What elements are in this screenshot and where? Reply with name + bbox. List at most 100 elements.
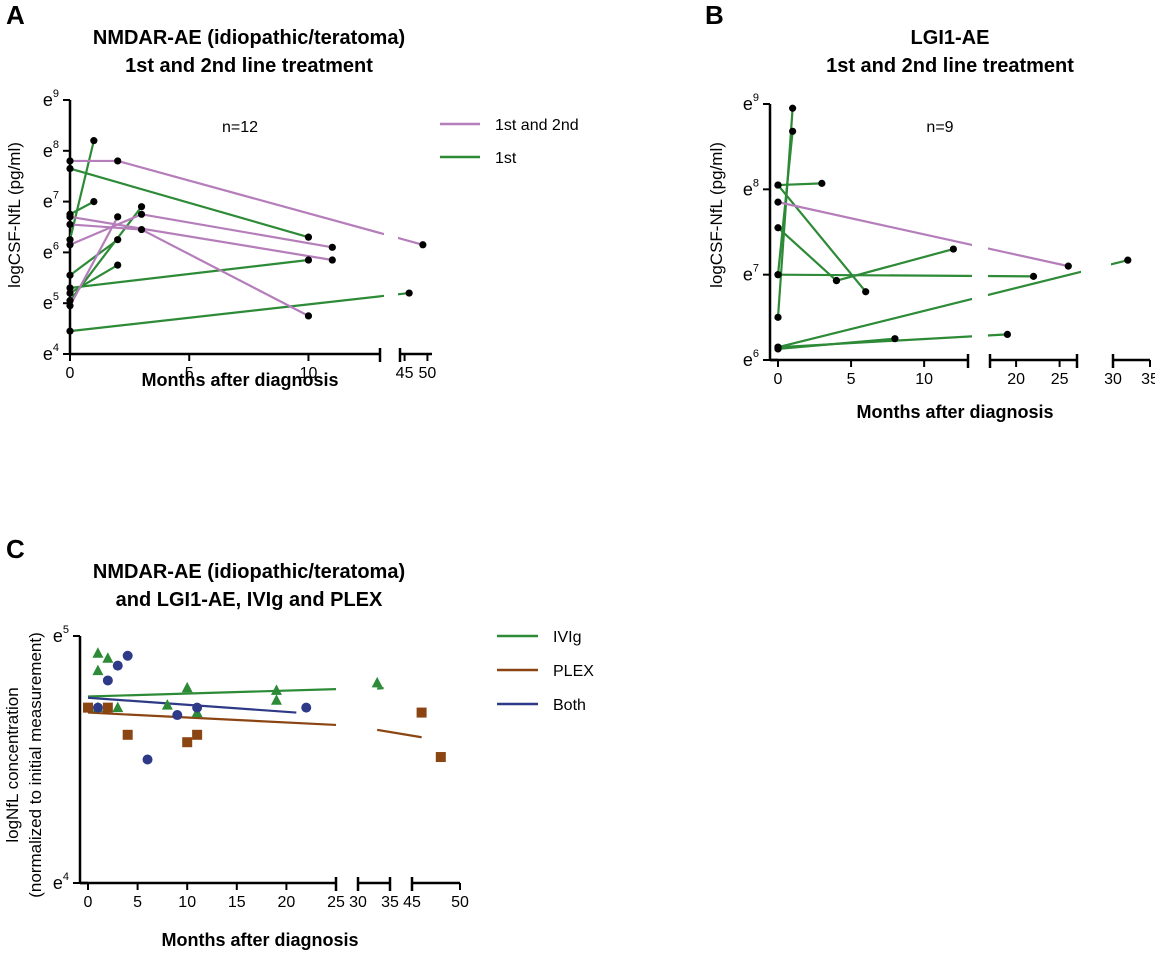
panel-a-series-line [69,291,410,333]
panel-b-data-point [949,245,957,253]
panel-a-data-point [90,137,98,145]
panel-a-x-tick-label: 50 [419,365,437,382]
panel-b-y-tick-label: e8 [743,177,759,199]
panel-b-series-line [777,184,867,293]
panel-c-x-tick-label: 50 [451,894,469,911]
panel-b-axis-break-gap [1081,99,1111,349]
panel-c-x-tick-label: 0 [84,894,93,911]
panel-a-series-line [141,228,309,317]
panel-b-series-line [836,248,954,282]
panel-c-fit-line-both [87,696,297,714]
panel-c-point-ivig [270,684,282,695]
panel-b-data-point [1029,272,1038,280]
legend-label-plex: PLEX [553,663,594,680]
panel-c-point-plex [182,737,193,748]
panel-b-title-line1: LGI1-AE [911,27,990,49]
panel-b-x-tick-label: 10 [915,371,933,388]
panel-c-point-both [122,650,133,661]
panel-a-data-point [304,233,313,241]
panel-b-data-point [774,313,782,321]
panel-c-point-plex [122,729,133,740]
panel-c-plot: e4 e5 0 5 10 15 20 25 30 35 45 50 [53,624,469,911]
panel-c-x-tick-label: 15 [228,894,246,911]
panel-b-series-line [777,259,1129,349]
panel-b-data-point [818,179,826,187]
panel-b-ylabel: logCSF-NfL (pg/ml) [707,142,726,288]
panel-c-x-tick-label: 25 [327,894,345,911]
panel-a-data-point [304,256,313,264]
panel-b-series-line [777,182,822,187]
panel-a-series-line [69,215,333,262]
panel-a-y-tick-label: e9 [43,88,59,110]
panel-b-data-point [774,271,782,279]
panel-b-x-tick-label: 25 [1051,371,1069,388]
panel-a-legend: 1st and 2nd 1st [440,117,579,167]
panel-c-ylabel-line2: (normalized to initial measurement) [26,632,45,898]
panel-a-data-point [405,289,413,297]
panel-c-point-both [301,702,312,713]
panel-a-y-tick-label: e4 [43,342,59,364]
panel-a-x-tick-label: 5 [185,365,194,382]
panel-b-x-tick-label: 5 [847,371,856,388]
panel-a-series-line [69,213,142,246]
panel-b-data-point [1064,262,1072,270]
panel-b-y-tick-label: e9 [743,92,759,114]
panel-a-y-tick-label: e6 [43,240,59,262]
panel-a-data-point [114,236,122,244]
panel-a-y-tick-label: e7 [43,190,59,212]
panel-b-xlabel: Months after diagnosis [856,402,1053,422]
panel-a-data-point [66,236,74,244]
panel-c-x-tick-label: 30 [349,894,367,911]
panel-a-data-point [114,213,122,221]
panel-c-ylabel-line1: logNfL concentration [3,687,22,842]
panel-c-point-ivig [371,676,383,688]
panel-a-x-tick-label: 0 [66,365,75,382]
panel-b-series-line [777,273,1034,278]
panel-a-y-tick-label: e8 [43,139,59,161]
panel-a-data-point [66,297,74,305]
panel-c-point-both [112,660,123,671]
panel-b-data-point [1003,330,1012,338]
panel-b-data-point [774,224,782,232]
panel-b-axis-break-gap [972,99,988,349]
panel-c-x-tick-label: 5 [133,894,142,911]
panel-c-x-tick-label: 10 [178,894,196,911]
panel-b-series-line [777,226,838,282]
panel-c-point-ivig [161,699,173,710]
panel-a-data-point [66,164,74,173]
panel-b-data-point [774,198,782,206]
panel-c-label: C [6,534,25,564]
panel-c-point-both [102,675,113,686]
panel-c-fit-line-plex [87,711,337,727]
panel-b-x-tick-label: 35 [1141,371,1155,388]
panel-c-fit-line-ivig [87,688,337,698]
panel-a-data-point [90,198,98,206]
panel-c-y-tick-label: e5 [53,624,69,646]
panel-c-x-tick-label: 35 [381,894,399,911]
panel-a-title-line1: NMDAR-AE (idiopathic/teratoma) [93,27,405,49]
panel-c-x-tick-label: 45 [403,894,421,911]
legend-label-1st-and-2nd: 1st and 2nd [495,117,579,134]
panel-c-point-ivig [112,701,124,713]
panel-c-fit-line-ext-plex [377,728,422,739]
panel-c-point-plex [192,729,203,740]
panel-a-series-line [69,200,95,216]
panel-c-point-both [92,702,103,713]
panel-b-x-tick-label: 0 [774,371,783,388]
panel-a-data-point [66,241,74,249]
panel-a-data-point [137,203,146,211]
panel-b-data-point [891,335,899,343]
panel-a-data-point [137,225,146,234]
panel-c-title-line1: NMDAR-AE (idiopathic/teratoma) [93,561,405,583]
panel-a-data-point [66,284,74,292]
panel-a-x-tick-label: 10 [300,365,318,382]
panel-a-series-line [69,223,142,231]
panel-a-series-line [69,167,309,239]
panel-a-y-tick-label: e5 [43,291,59,313]
panel-a-series-line [68,140,95,240]
panel-a-data-point [66,289,74,297]
panel-b-data-point [789,127,797,135]
panel-a-ylabel: logCSF-NfL (pg/ml) [5,142,24,288]
panel-a-series-line [141,213,333,249]
panel-a-label: A [6,0,25,30]
